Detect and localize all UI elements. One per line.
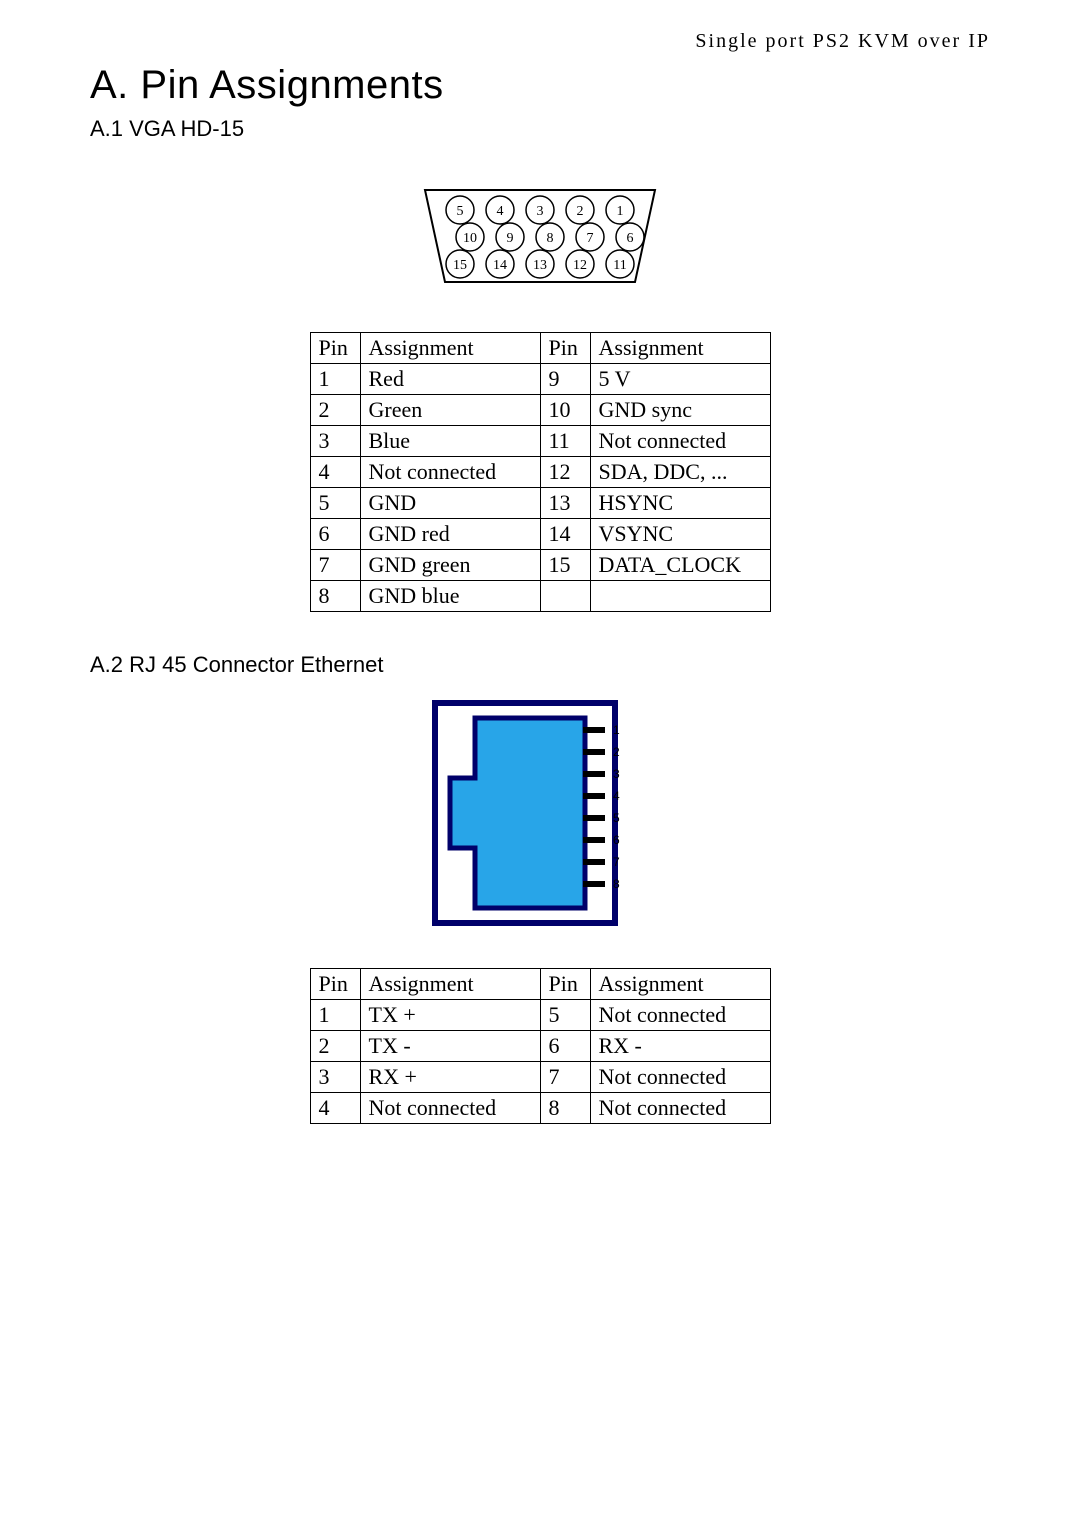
vga-th-pin1: Pin bbox=[310, 333, 360, 364]
table-row: 7GND green15DATA_CLOCK bbox=[310, 550, 770, 581]
svg-text:7: 7 bbox=[613, 855, 620, 869]
svg-text:13: 13 bbox=[533, 258, 547, 273]
table-row: 3RX +7Not connected bbox=[310, 1062, 770, 1093]
table-cell: 2 bbox=[310, 395, 360, 426]
table-cell: 3 bbox=[310, 426, 360, 457]
table-cell bbox=[540, 581, 590, 612]
table-cell: 4 bbox=[310, 1093, 360, 1124]
table-row: 1Red95 V bbox=[310, 364, 770, 395]
svg-text:8: 8 bbox=[547, 231, 554, 246]
table-row: 1TX +5Not connected bbox=[310, 1000, 770, 1031]
rj45-th-assign2: Assignment bbox=[590, 969, 770, 1000]
table-cell: 11 bbox=[540, 426, 590, 457]
svg-text:14: 14 bbox=[493, 258, 507, 273]
table-cell: 1 bbox=[310, 364, 360, 395]
table-cell: TX + bbox=[360, 1000, 540, 1031]
table-cell: 5 V bbox=[590, 364, 770, 395]
svg-text:15: 15 bbox=[453, 258, 467, 273]
svg-text:3: 3 bbox=[537, 204, 544, 219]
table-cell: GND bbox=[360, 488, 540, 519]
table-cell: 2 bbox=[310, 1031, 360, 1062]
table-row: 5GND13HSYNC bbox=[310, 488, 770, 519]
table-cell: GND green bbox=[360, 550, 540, 581]
table-cell: SDA, DDC, ... bbox=[590, 457, 770, 488]
table-cell: 3 bbox=[310, 1062, 360, 1093]
table-cell: 12 bbox=[540, 457, 590, 488]
svg-text:8: 8 bbox=[613, 877, 620, 891]
rj45-pin-table: Pin Assignment Pin Assignment 1TX +5Not … bbox=[310, 968, 771, 1124]
main-title: A. Pin Assignments bbox=[90, 63, 990, 108]
table-cell: VSYNC bbox=[590, 519, 770, 550]
table-cell: Not connected bbox=[360, 1093, 540, 1124]
table-cell: Blue bbox=[360, 426, 540, 457]
table-cell: 13 bbox=[540, 488, 590, 519]
table-cell: 8 bbox=[540, 1093, 590, 1124]
svg-text:4: 4 bbox=[613, 789, 620, 803]
table-cell: GND sync bbox=[590, 395, 770, 426]
table-cell: 5 bbox=[540, 1000, 590, 1031]
svg-text:10: 10 bbox=[463, 231, 477, 246]
svg-text:4: 4 bbox=[497, 204, 504, 219]
rj45-connector-diagram: 1 2 3 4 5 6 7 8 bbox=[430, 698, 650, 928]
table-cell: RX + bbox=[360, 1062, 540, 1093]
page-header: Single port PS2 KVM over IP bbox=[90, 30, 990, 53]
table-cell: 7 bbox=[540, 1062, 590, 1093]
table-cell: Not connected bbox=[590, 1000, 770, 1031]
table-cell: Not connected bbox=[590, 1093, 770, 1124]
vga-pin-table: Pin Assignment Pin Assignment 1Red95 V2G… bbox=[310, 332, 771, 612]
svg-text:12: 12 bbox=[573, 258, 587, 273]
table-cell: TX - bbox=[360, 1031, 540, 1062]
table-cell: Red bbox=[360, 364, 540, 395]
table-cell: Not connected bbox=[590, 1062, 770, 1093]
vga-th-assign2: Assignment bbox=[590, 333, 770, 364]
table-cell: 5 bbox=[310, 488, 360, 519]
table-cell: RX - bbox=[590, 1031, 770, 1062]
table-cell: GND red bbox=[360, 519, 540, 550]
table-cell: 9 bbox=[540, 364, 590, 395]
svg-text:5: 5 bbox=[457, 204, 464, 219]
table-cell bbox=[590, 581, 770, 612]
table-row: 4Not connected8Not connected bbox=[310, 1093, 770, 1124]
table-cell: Not connected bbox=[360, 457, 540, 488]
table-row: 2Green10GND sync bbox=[310, 395, 770, 426]
table-cell: 8 bbox=[310, 581, 360, 612]
table-cell: 1 bbox=[310, 1000, 360, 1031]
svg-text:7: 7 bbox=[587, 231, 594, 246]
svg-text:1: 1 bbox=[613, 723, 620, 737]
table-cell: 10 bbox=[540, 395, 590, 426]
svg-text:6: 6 bbox=[627, 231, 634, 246]
svg-text:5: 5 bbox=[613, 811, 620, 825]
table-cell: 7 bbox=[310, 550, 360, 581]
table-row: 6GND red14VSYNC bbox=[310, 519, 770, 550]
table-row: 4Not connected12SDA, DDC, ... bbox=[310, 457, 770, 488]
table-cell: Not connected bbox=[590, 426, 770, 457]
table-cell: 6 bbox=[540, 1031, 590, 1062]
table-cell: HSYNC bbox=[590, 488, 770, 519]
table-row: 3Blue11Not connected bbox=[310, 426, 770, 457]
rj45-th-pin2: Pin bbox=[540, 969, 590, 1000]
vga-th-pin2: Pin bbox=[540, 333, 590, 364]
section2-title: A.2 RJ 45 Connector Ethernet bbox=[90, 652, 990, 678]
table-cell: GND blue bbox=[360, 581, 540, 612]
svg-text:1: 1 bbox=[617, 204, 624, 219]
svg-text:2: 2 bbox=[613, 745, 620, 759]
table-cell: 6 bbox=[310, 519, 360, 550]
table-cell: 15 bbox=[540, 550, 590, 581]
svg-text:2: 2 bbox=[577, 204, 584, 219]
table-cell: Green bbox=[360, 395, 540, 426]
table-cell: DATA_CLOCK bbox=[590, 550, 770, 581]
svg-text:6: 6 bbox=[613, 833, 620, 847]
rj45-th-assign1: Assignment bbox=[360, 969, 540, 1000]
rj45-th-pin1: Pin bbox=[310, 969, 360, 1000]
table-row: 8GND blue bbox=[310, 581, 770, 612]
table-cell: 4 bbox=[310, 457, 360, 488]
svg-text:9: 9 bbox=[507, 231, 514, 246]
section1-title: A.1 VGA HD-15 bbox=[90, 116, 990, 142]
svg-text:3: 3 bbox=[613, 767, 620, 781]
vga-connector-diagram: 5 4 3 2 1 10 9 8 7 6 15 14 13 12 11 bbox=[410, 182, 670, 292]
table-cell: 14 bbox=[540, 519, 590, 550]
svg-text:11: 11 bbox=[613, 258, 626, 273]
vga-th-assign1: Assignment bbox=[360, 333, 540, 364]
table-row: 2TX -6RX - bbox=[310, 1031, 770, 1062]
